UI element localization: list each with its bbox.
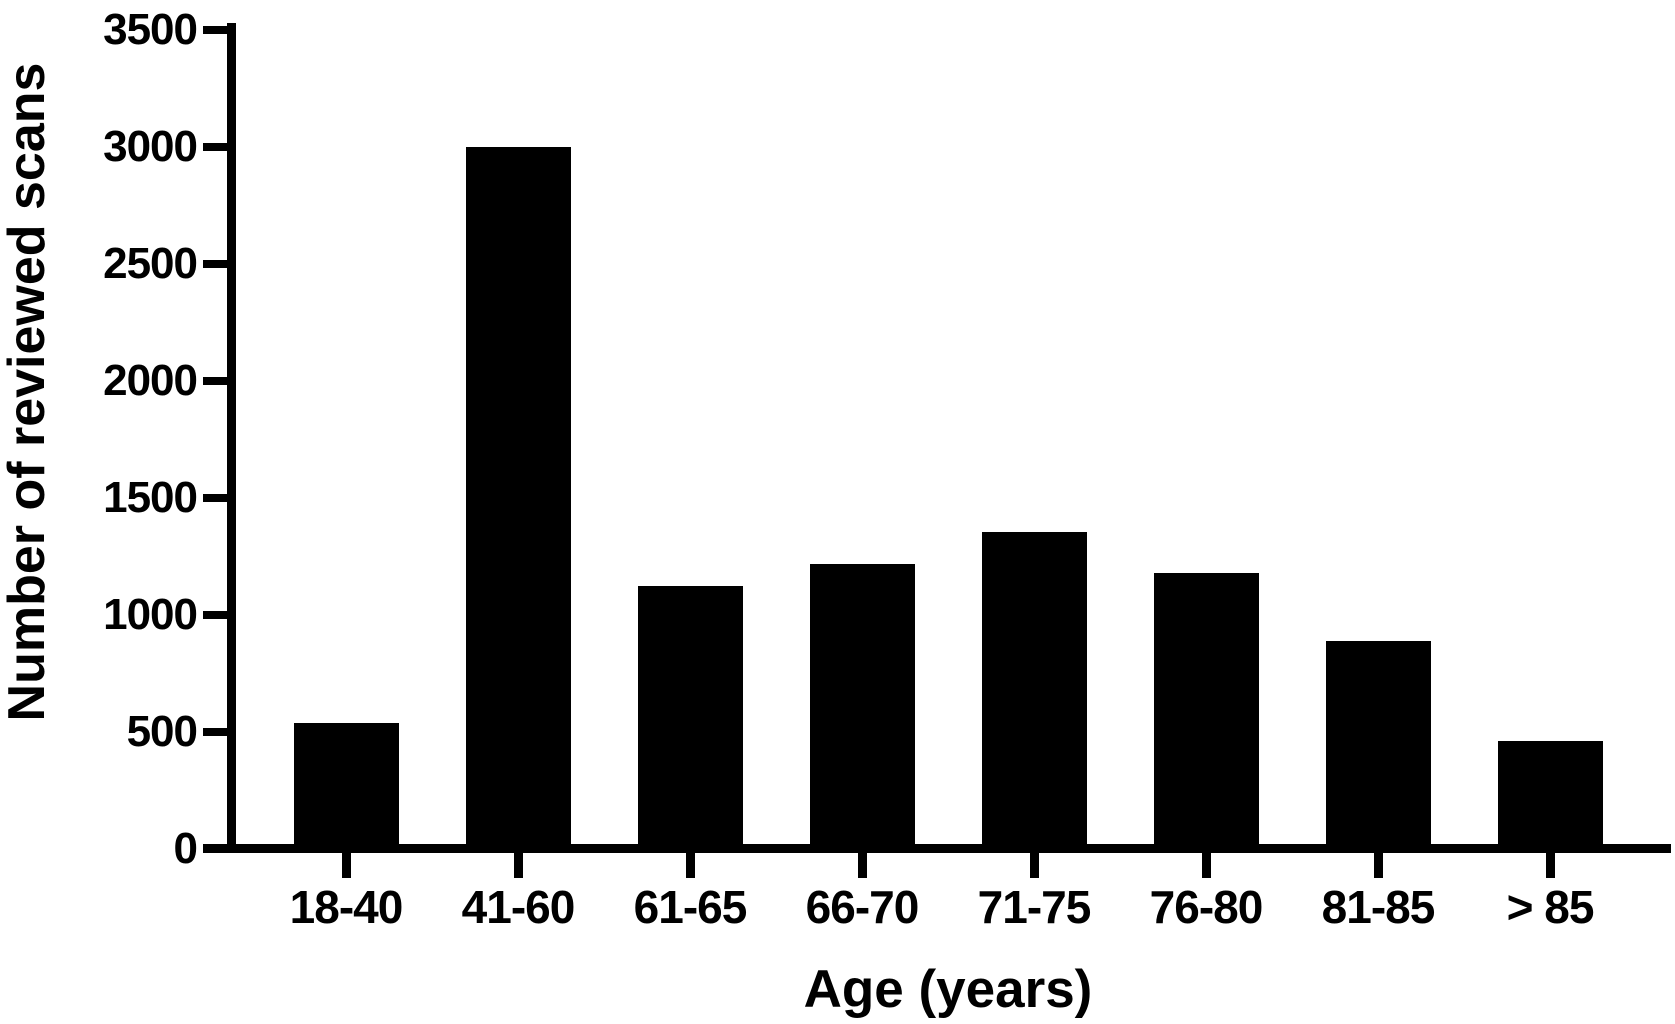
y-tick-mark [203, 845, 233, 853]
x-tick-mark [857, 853, 867, 878]
y-tick-mark [203, 611, 233, 619]
x-tick-label: 61-65 [633, 881, 748, 933]
y-tick-mark [203, 26, 233, 34]
y-tick-mark [203, 494, 233, 502]
y-tick-mark [203, 143, 233, 151]
y-tick-label: 3500 [103, 5, 198, 54]
x-tick-mark [341, 853, 351, 878]
x-tick-label: 41-60 [461, 881, 576, 933]
bar [809, 563, 915, 849]
y-tick-label: 1000 [103, 590, 198, 639]
bar [1153, 572, 1259, 849]
bar [465, 147, 571, 849]
x-tick-label: 76-80 [1149, 881, 1264, 933]
x-tick-label: > 85 [1506, 881, 1595, 933]
y-axis-line [227, 23, 236, 853]
x-tick-label: 81-85 [1321, 881, 1436, 933]
y-tick-label: 2500 [103, 239, 198, 288]
y-tick-label: 3000 [103, 122, 198, 171]
x-tick-mark [1545, 853, 1555, 878]
bar [981, 531, 1087, 849]
x-axis-title: Age (years) [803, 960, 1093, 1019]
bar [1325, 640, 1431, 849]
y-tick-mark [203, 728, 233, 736]
y-tick-label: 1500 [103, 473, 198, 522]
x-tick-mark [685, 853, 695, 878]
bar [637, 585, 743, 849]
x-tick-label: 71-75 [977, 881, 1092, 933]
y-tick-mark [203, 377, 233, 385]
y-tick-mark [203, 260, 233, 268]
x-tick-mark [513, 853, 523, 878]
y-tick-label: 500 [126, 707, 198, 756]
bar [1497, 741, 1603, 849]
bar [293, 722, 399, 849]
x-tick-mark [1201, 853, 1211, 878]
x-tick-mark [1373, 853, 1383, 878]
y-tick-label: 2000 [103, 356, 198, 405]
x-axis-line [203, 844, 1671, 853]
x-tick-label: 66-70 [805, 881, 920, 933]
y-tick-label: 0 [173, 824, 198, 873]
x-tick-mark [1029, 853, 1039, 878]
x-tick-label: 18-40 [289, 881, 404, 933]
